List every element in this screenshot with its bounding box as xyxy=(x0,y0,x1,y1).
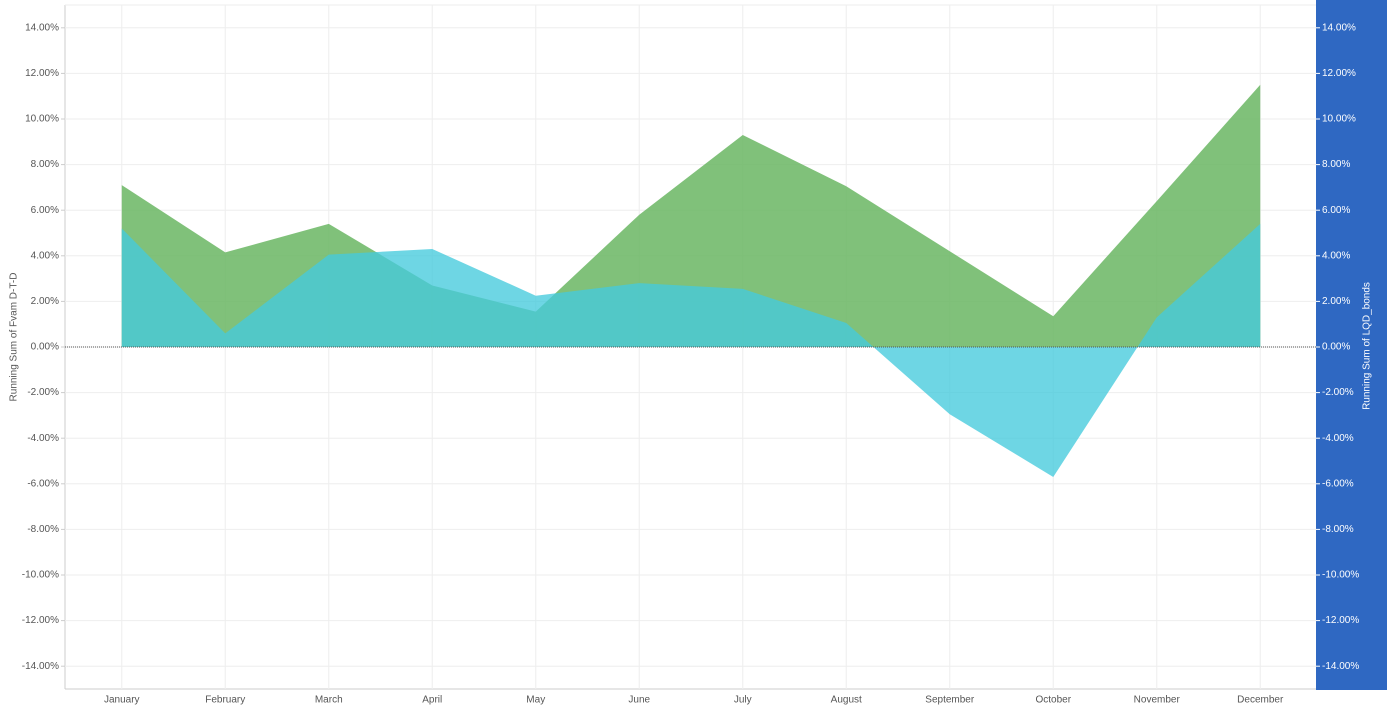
y-tick-label: 2.00% xyxy=(31,296,59,307)
y-tick-label: 0.00% xyxy=(31,342,59,353)
y2-tick-label: 4.00% xyxy=(1322,250,1350,261)
y2-axis-title: Running Sum of LQD_bonds xyxy=(1362,282,1373,410)
y-tick-label: 14.00% xyxy=(25,22,59,33)
x-tick-label: April xyxy=(422,695,442,706)
y2-tick-label: -2.00% xyxy=(1322,387,1354,398)
y2-tick-label: -12.00% xyxy=(1322,615,1359,626)
y2-tick-label: 2.00% xyxy=(1322,296,1350,307)
y-tick-label: -8.00% xyxy=(27,524,59,535)
y-tick-label: 8.00% xyxy=(31,159,59,170)
y-tick-label: 10.00% xyxy=(25,114,59,125)
y-tick-label: -10.00% xyxy=(22,570,59,581)
area xyxy=(121,223,1261,477)
y2-tick-label: -10.00% xyxy=(1322,570,1359,581)
x-tick-label: October xyxy=(1035,695,1071,706)
x-tick-label: February xyxy=(205,695,245,706)
y-tick-label: -4.00% xyxy=(27,433,59,444)
y-tick-label: -14.00% xyxy=(22,661,59,672)
y-tick-label: 4.00% xyxy=(31,250,59,261)
x-tick-label: August xyxy=(831,695,862,706)
y2-axis-panel xyxy=(1316,0,1387,690)
x-tick-label: November xyxy=(1134,695,1181,706)
y2-tick-label: 14.00% xyxy=(1322,22,1356,33)
x-tick-label: June xyxy=(628,695,650,706)
x-tick-label: January xyxy=(104,695,140,706)
y-axis-title: Running Sum of Fvam D-T-D xyxy=(9,273,20,402)
y2-tick-label: 8.00% xyxy=(1322,159,1350,170)
x-tick-label: December xyxy=(1237,695,1284,706)
y-tick-label: -12.00% xyxy=(22,615,59,626)
y2-tick-label: 0.00% xyxy=(1322,342,1350,353)
y2-tick-label: 6.00% xyxy=(1322,205,1350,216)
y2-tick-label: 12.00% xyxy=(1322,68,1356,79)
y-tick-label: -2.00% xyxy=(27,387,59,398)
y-tick-label: -6.00% xyxy=(27,478,59,489)
y2-tick-label: -6.00% xyxy=(1322,478,1354,489)
y-tick-label: 6.00% xyxy=(31,205,59,216)
x-tick-label: July xyxy=(734,695,752,706)
y2-tick-label: -8.00% xyxy=(1322,524,1354,535)
y2-tick-label: -4.00% xyxy=(1322,433,1354,444)
x-tick-label: March xyxy=(315,695,343,706)
x-tick-label: September xyxy=(925,695,975,706)
y2-tick-label: -14.00% xyxy=(1322,661,1359,672)
y2-tick-label: 10.00% xyxy=(1322,114,1356,125)
y-tick-label: 12.00% xyxy=(25,68,59,79)
x-tick-label: May xyxy=(526,695,545,706)
